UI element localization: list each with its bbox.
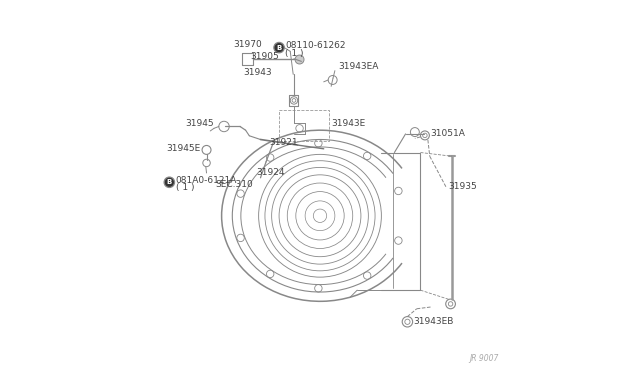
Text: B: B — [166, 179, 172, 185]
Text: ( 1 ): ( 1 ) — [175, 183, 194, 192]
Text: 31935: 31935 — [449, 182, 477, 191]
Text: 31921: 31921 — [269, 138, 298, 147]
Circle shape — [274, 42, 284, 53]
Text: 31943EA: 31943EA — [338, 62, 378, 71]
Text: 31905: 31905 — [250, 52, 279, 61]
Circle shape — [295, 55, 304, 64]
Text: 31970: 31970 — [233, 40, 262, 49]
Text: 31943: 31943 — [243, 68, 271, 77]
Circle shape — [164, 177, 175, 187]
Text: 31945E: 31945E — [166, 144, 201, 153]
Text: 31051A: 31051A — [431, 129, 465, 138]
Text: SEC.310: SEC.310 — [215, 180, 253, 189]
Text: 31945: 31945 — [186, 119, 214, 128]
Text: ( 1 ): ( 1 ) — [285, 49, 304, 58]
Text: B: B — [276, 45, 282, 51]
Text: 31924: 31924 — [257, 168, 285, 177]
Text: 081A0-6121A: 081A0-6121A — [175, 176, 237, 185]
Text: 08110-61262: 08110-61262 — [285, 41, 346, 50]
Bar — [279, 110, 330, 141]
Text: 31943E: 31943E — [331, 119, 365, 128]
Text: 31943EB: 31943EB — [413, 317, 454, 326]
Text: JR 9007: JR 9007 — [469, 354, 499, 363]
